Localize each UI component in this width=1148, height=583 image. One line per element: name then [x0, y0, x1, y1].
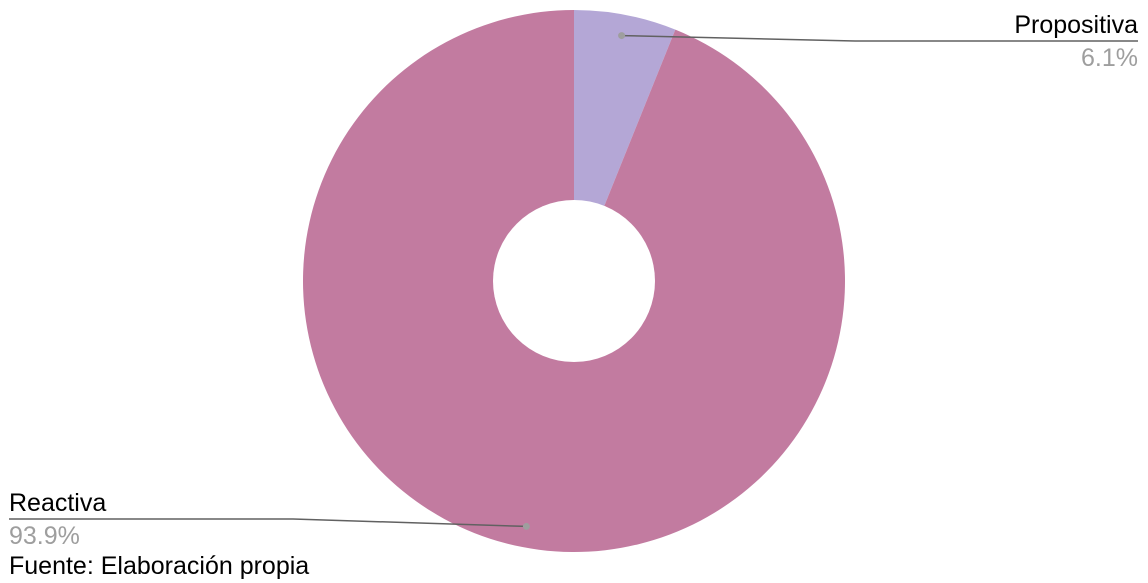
value-label-reactiva: 93.9%	[9, 522, 80, 550]
value-label-propositiva: 6.1%	[1081, 44, 1138, 72]
source-note: Fuente: Elaboración propia	[9, 552, 310, 580]
labels-group: Propositiva 6.1% Reactiva 93.9%	[9, 11, 1138, 550]
leader-lines-group	[9, 32, 1138, 530]
leader-dot-reactiva	[522, 522, 530, 530]
leader-dot-propositiva	[618, 32, 626, 40]
leader-line-reactiva	[9, 518, 527, 528]
donut-hole	[493, 200, 655, 362]
leader-line-propositiva	[621, 34, 1138, 42]
label-reactiva: Reactiva	[9, 489, 106, 517]
label-propositiva: Propositiva	[1014, 11, 1138, 39]
